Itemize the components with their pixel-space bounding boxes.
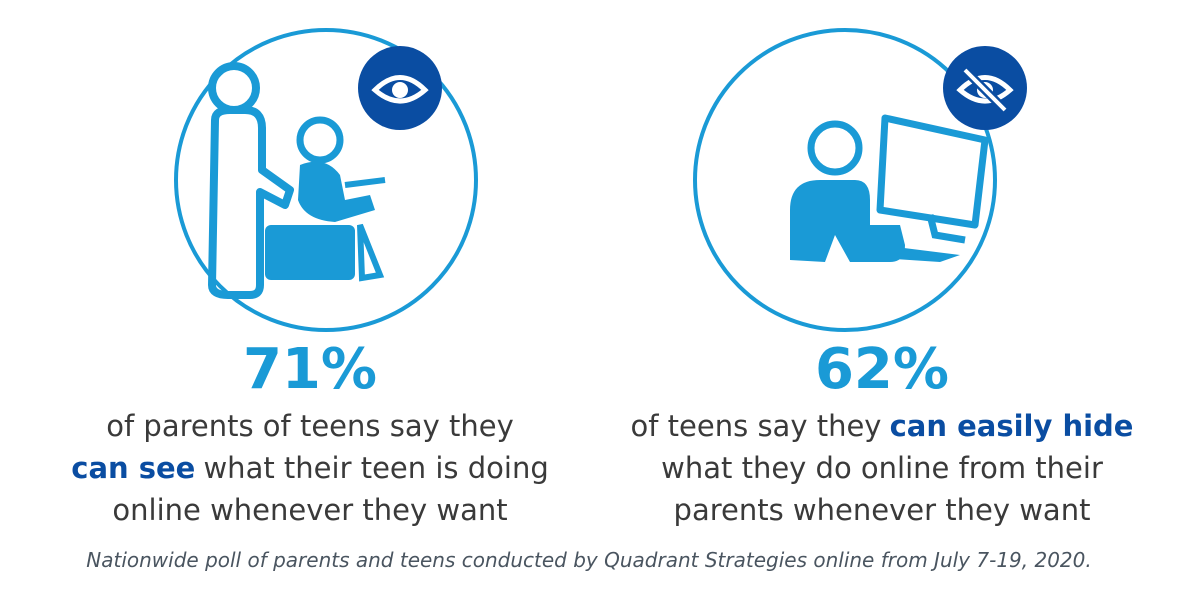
- highlight-text: can easily hide: [889, 409, 1134, 443]
- stat-line: what they do online from their: [602, 447, 1162, 489]
- stat-line: online whenever they want: [30, 489, 590, 531]
- text-segment: what their teen is doing: [203, 451, 549, 485]
- footnote: Nationwide poll of parents and teens con…: [86, 548, 1092, 572]
- stat-line: of parents of teens say they: [30, 405, 590, 447]
- stat-block: 71% of parents of teens say they can see wh…: [30, 335, 590, 531]
- stat-line: parents whenever they want: [602, 489, 1162, 531]
- stat-line: can see what their teen is doing: [30, 447, 590, 489]
- icon-circle: [174, 28, 478, 332]
- eye-icon: [371, 75, 429, 104]
- text-segment: can easily hide: [890, 409, 1134, 443]
- person-computer-icon: [790, 114, 989, 262]
- text-segment: what they do online from their: [661, 451, 1103, 485]
- text-segment: online whenever they want: [112, 493, 508, 527]
- text-segment: parents whenever they want: [673, 493, 1091, 527]
- stat-figure: 62%: [814, 337, 950, 402]
- teen-icon: [265, 116, 386, 282]
- stat-block: 62% of teens say they can easily hide what …: [602, 335, 1162, 531]
- text-segment: of parents of teens say they: [106, 409, 514, 443]
- hidden-eye-icon: [956, 66, 1014, 114]
- icon-circle: [693, 28, 997, 332]
- text-segment: can see: [71, 451, 195, 485]
- highlight-text: can see: [71, 451, 196, 485]
- text-segment: of teens say they: [630, 409, 882, 443]
- stat-figure: 71%: [242, 337, 378, 402]
- parent-icon: [208, 62, 294, 299]
- stat-line: of teens say they can easily hide: [602, 405, 1162, 447]
